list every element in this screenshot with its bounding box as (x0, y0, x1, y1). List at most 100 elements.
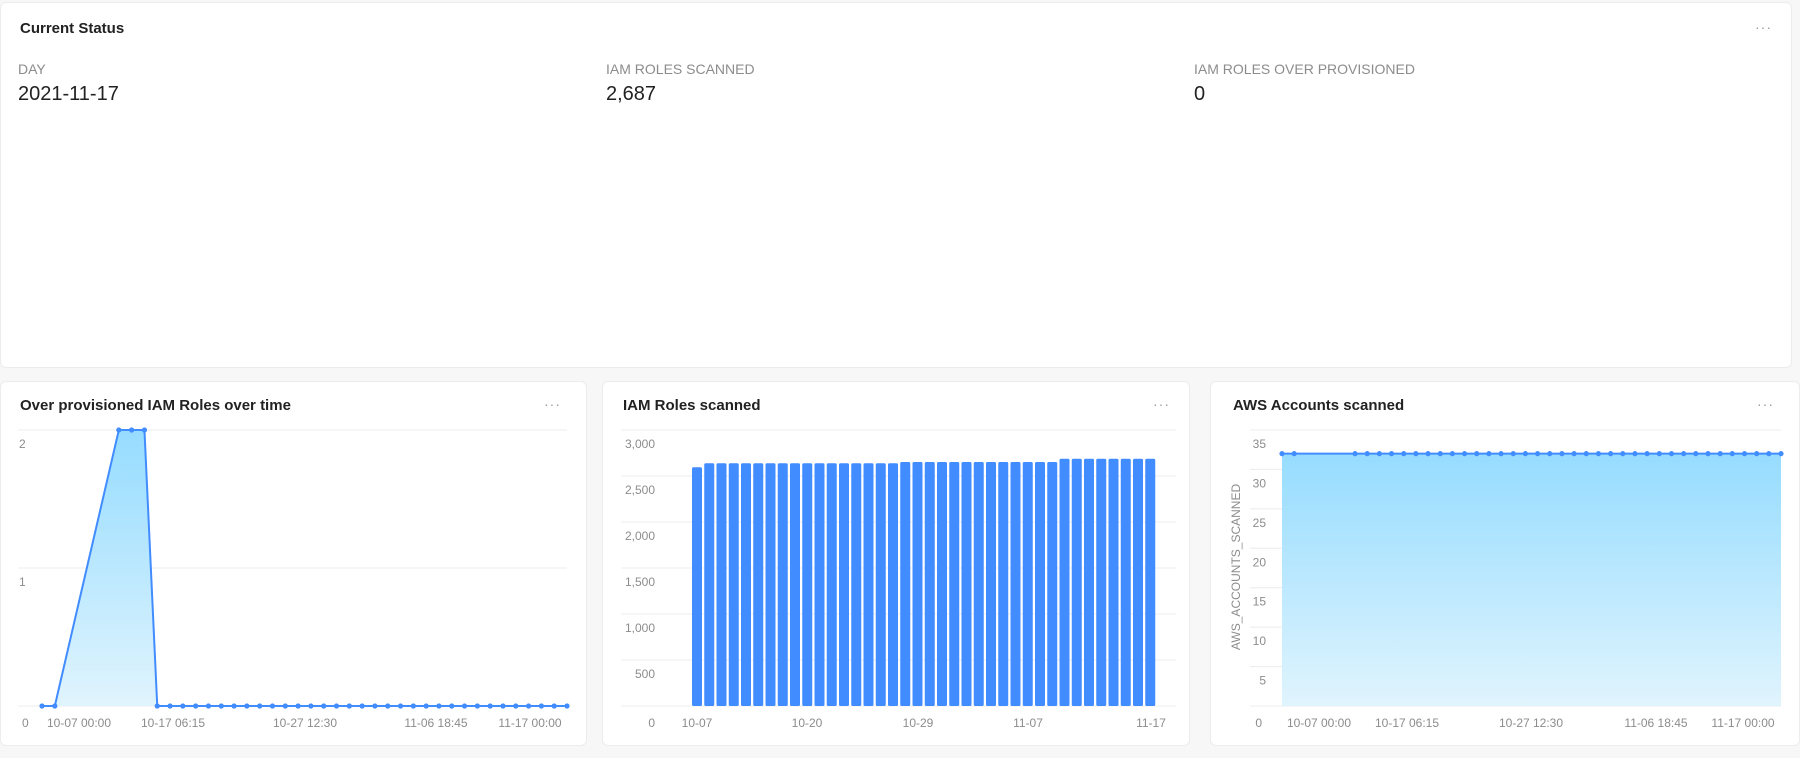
y-tick-label: 15 (1253, 595, 1267, 609)
data-point (1279, 451, 1285, 457)
area-fill (42, 430, 567, 706)
data-point (1486, 451, 1492, 457)
bar (1010, 462, 1021, 706)
bar (802, 463, 813, 706)
bar (753, 463, 764, 706)
data-point (1461, 451, 1468, 457)
data-point (1388, 451, 1395, 457)
data-point (1620, 451, 1626, 457)
data-point (295, 703, 301, 709)
data-point (193, 703, 199, 709)
stat-value-roles-scanned: 2,687 (606, 83, 657, 105)
bar (924, 462, 935, 706)
data-point (436, 703, 442, 709)
stat-value-day: 2021-11-17 (18, 83, 119, 105)
data-point (359, 703, 365, 709)
bar (1096, 458, 1107, 706)
data-point (1474, 451, 1480, 457)
data-point (1705, 451, 1711, 457)
x-tick-label: 11-17 (1136, 716, 1166, 730)
data-point (167, 703, 173, 709)
data-point (244, 703, 250, 709)
data-point (551, 703, 557, 709)
data-point (487, 703, 493, 709)
data-point (372, 703, 378, 709)
ellipsis-icon[interactable]: ··· (1755, 19, 1772, 35)
stat-label-over-provisioned: IAM ROLES OVER PROVISIONED (1194, 61, 1415, 77)
stat-label-day: DAY (18, 61, 46, 77)
data-point (513, 703, 519, 709)
data-point (449, 703, 455, 709)
y-tick-label: 5 (1259, 674, 1266, 688)
data-point (1681, 451, 1687, 457)
data-point (410, 703, 416, 709)
data-point (282, 703, 288, 709)
x-tick-label: 10-27 12:30 (273, 716, 337, 730)
x-tick-label: 10-07 (682, 716, 713, 730)
data-point (1632, 451, 1638, 457)
data-point (1498, 451, 1504, 457)
bar (912, 462, 923, 706)
ellipsis-icon[interactable]: ··· (1757, 396, 1774, 412)
data-point (116, 427, 122, 433)
y-tick-label: 10 (1253, 634, 1267, 648)
bar (692, 467, 702, 706)
x-tick-label: 10-17 06:15 (141, 716, 205, 730)
bar (851, 463, 862, 706)
data-point (1364, 451, 1370, 457)
ellipsis-icon[interactable]: ··· (1153, 396, 1170, 412)
y-tick-label: 30 (1253, 476, 1267, 490)
data-point (1376, 451, 1382, 457)
x-tick-label: 11-17 00:00 (498, 716, 561, 730)
stat-value-over-provisioned: 0 (1194, 83, 1206, 105)
y-tick-label: 20 (1253, 555, 1267, 569)
data-point (39, 703, 45, 709)
bar (728, 463, 739, 706)
data-point (1644, 451, 1650, 457)
data-point (129, 427, 135, 433)
card-title: IAM Roles scanned (623, 397, 761, 414)
data-point (333, 703, 340, 709)
x-tick-label: 10-17 06:15 (1375, 716, 1439, 730)
data-point (1668, 451, 1675, 457)
y-tick-label: 25 (1253, 516, 1267, 530)
data-point (346, 703, 352, 709)
data-point (218, 703, 224, 709)
data-point (180, 703, 186, 709)
ellipsis-icon[interactable]: ··· (544, 396, 561, 412)
data-point (1425, 451, 1431, 457)
bar (741, 463, 751, 706)
x-tick-label: 11-06 18:45 (404, 716, 467, 730)
data-point (308, 703, 314, 709)
bar (998, 462, 1009, 706)
data-point (154, 703, 160, 709)
bar (949, 462, 960, 706)
bar (839, 463, 849, 706)
bar (765, 463, 776, 706)
y-tick-label: 1,500 (625, 575, 655, 589)
data-point (385, 703, 391, 709)
bar (1145, 458, 1156, 706)
data-point (52, 703, 58, 709)
stat-label-roles-scanned: IAM ROLES SCANNED (606, 61, 755, 77)
data-point (1693, 451, 1699, 457)
data-point (1352, 451, 1358, 457)
data-point (423, 703, 429, 709)
x-tick-label: 10-29 (903, 716, 934, 730)
data-point (500, 703, 506, 709)
data-point (1754, 451, 1760, 457)
data-point (1534, 451, 1541, 457)
x-tick-label: 10-07 00:00 (1287, 716, 1351, 730)
data-point (1559, 451, 1565, 457)
y-tick-label: 0 (22, 716, 29, 730)
x-tick-label: 11-06 18:45 (1624, 716, 1687, 730)
x-tick-label: 10-27 12:30 (1499, 716, 1563, 730)
bar (888, 463, 898, 706)
data-point (205, 703, 212, 709)
data-point (1717, 451, 1723, 457)
data-point (1571, 451, 1577, 457)
y-tick-label: 2 (19, 437, 26, 451)
data-point (1608, 451, 1614, 457)
data-point (231, 703, 237, 709)
